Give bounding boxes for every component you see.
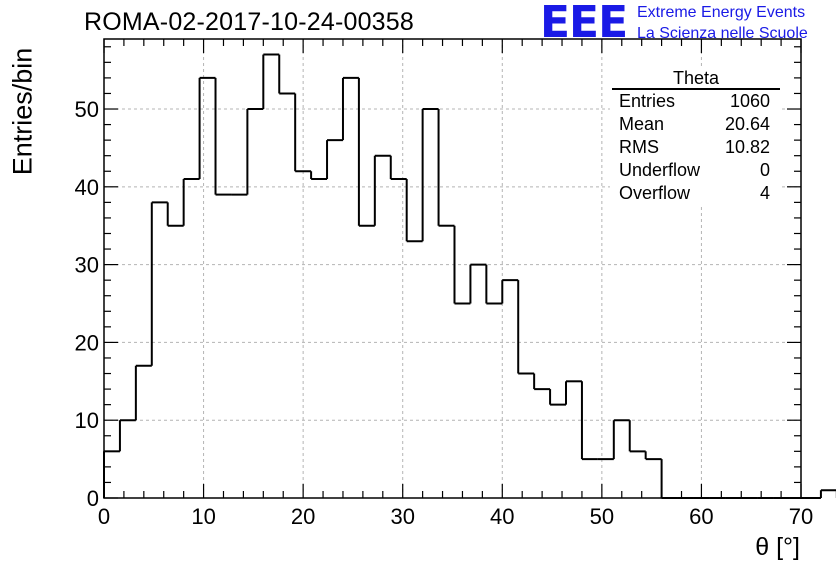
stats-label: Entries: [619, 91, 676, 111]
stats-value: 4: [759, 183, 770, 203]
chart-title: ROMA-02-2017-10-24-00358: [84, 8, 414, 36]
x-tick-label: 10: [191, 504, 215, 529]
x-tick-label: 30: [390, 504, 414, 529]
stats-row: Entries 1060: [610, 90, 780, 113]
stats-row: RMS 10.82: [610, 136, 780, 159]
logo-caption-line1: Extreme Energy Events: [637, 4, 806, 21]
x-tick-label: 20: [291, 504, 315, 529]
x-tick-label: 60: [689, 504, 713, 529]
logo-caption-line2: La Scienza nelle Scuole: [637, 25, 808, 42]
stats-label: Overflow: [619, 183, 691, 203]
eee-logo: EEE: [540, 0, 628, 48]
stats-row: Mean 20.64: [610, 113, 780, 136]
x-tick-label: 0: [98, 504, 110, 529]
x-tick-label: 40: [490, 504, 514, 529]
x-tick-label: 70: [789, 504, 813, 529]
y-tick-label: 10: [75, 408, 99, 433]
x-tick-label: 50: [590, 504, 614, 529]
y-tick-label: 20: [75, 330, 99, 355]
stats-value: 0: [759, 160, 770, 180]
stats-label: Mean: [619, 114, 665, 134]
x-axis-label: θ [°]: [755, 533, 800, 561]
stats-row: Underflow 0: [610, 159, 780, 182]
stats-value: 1060: [729, 91, 770, 111]
stats-box-title: Theta: [612, 68, 780, 90]
stats-label: RMS: [619, 137, 659, 157]
stats-label: Underflow: [619, 160, 701, 180]
stats-row: Overflow 4: [610, 182, 780, 205]
stats-value: 10.82: [724, 137, 770, 157]
y-tick-label: 0: [87, 486, 99, 511]
plot-frame: [103, 38, 802, 499]
logo-caption: Extreme Energy Events La Scienza nelle S…: [637, 2, 808, 44]
y-tick-label: 50: [75, 97, 99, 122]
y-tick-label: 30: [75, 253, 99, 278]
stats-value: 20.64: [724, 114, 770, 134]
stats-box: Theta Entries 1060 Mean 20.64 RMS 10.82 Underf…: [610, 68, 780, 205]
y-tick-label: 40: [75, 175, 99, 200]
